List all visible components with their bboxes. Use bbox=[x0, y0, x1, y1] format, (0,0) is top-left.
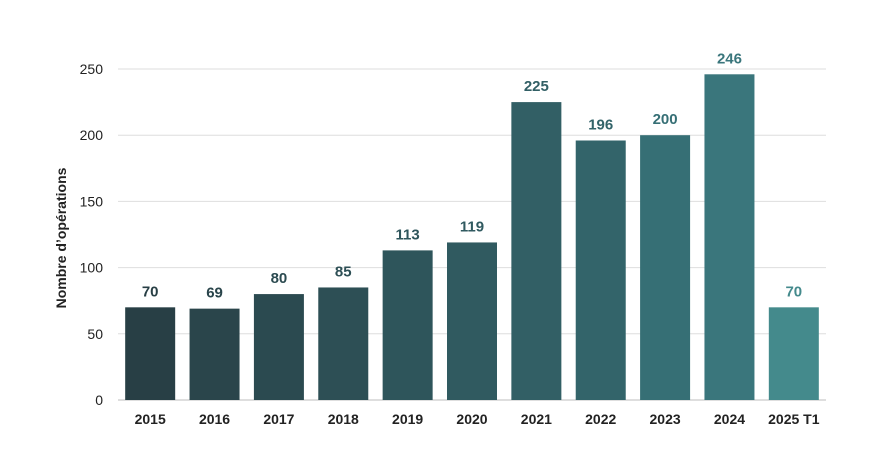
bar bbox=[447, 242, 497, 400]
x-tick-label: 2017 bbox=[263, 411, 294, 427]
y-tick-label: 250 bbox=[80, 61, 104, 77]
data-label: 70 bbox=[142, 283, 159, 300]
bar bbox=[125, 307, 176, 400]
x-tick-label: 2022 bbox=[585, 411, 616, 427]
x-tick-label: 2020 bbox=[456, 411, 487, 427]
x-tick-label: 2016 bbox=[199, 411, 230, 427]
y-tick-label: 0 bbox=[95, 392, 103, 408]
data-label: 196 bbox=[588, 116, 613, 133]
data-label: 113 bbox=[396, 226, 420, 243]
bar bbox=[382, 250, 433, 400]
y-axis-ticks: 0 50 100 150 200 250 bbox=[80, 61, 104, 408]
x-tick-label: 2015 bbox=[135, 411, 166, 427]
y-tick-label: 200 bbox=[80, 127, 104, 143]
bar bbox=[189, 308, 240, 400]
bar bbox=[318, 287, 369, 400]
data-label: 200 bbox=[653, 111, 678, 128]
bar bbox=[640, 135, 691, 400]
x-tick-label: 2025 T1 bbox=[768, 411, 820, 427]
data-label: 70 bbox=[785, 283, 802, 300]
y-tick-label: 100 bbox=[80, 260, 104, 276]
y-tick-label: 150 bbox=[80, 193, 104, 209]
bar bbox=[575, 140, 626, 400]
bar bbox=[768, 307, 819, 400]
data-labels: 70 69 80 85 113 119 225 196 200 246 70 bbox=[142, 50, 802, 301]
bar bbox=[704, 74, 755, 401]
x-tick-label: 2023 bbox=[650, 411, 681, 427]
x-tick-label: 2019 bbox=[392, 411, 423, 427]
data-label: 69 bbox=[206, 285, 223, 302]
data-label: 225 bbox=[524, 78, 549, 95]
y-tick-label: 50 bbox=[87, 326, 103, 342]
x-tick-label: 2024 bbox=[714, 411, 745, 427]
bars bbox=[125, 74, 819, 401]
x-tick-label: 2021 bbox=[521, 411, 552, 427]
bar bbox=[511, 102, 562, 400]
data-label: 80 bbox=[271, 270, 288, 287]
data-label: 119 bbox=[460, 218, 484, 235]
data-label: 246 bbox=[717, 50, 742, 67]
x-axis-ticks: 2015 2016 2017 2018 2019 2020 2021 2022 2023 2024… bbox=[135, 411, 820, 427]
data-label: 85 bbox=[335, 263, 352, 280]
x-tick-label: 2018 bbox=[328, 411, 359, 427]
bar bbox=[253, 294, 304, 400]
y-axis-label: Nombre d’opérations bbox=[53, 167, 69, 308]
